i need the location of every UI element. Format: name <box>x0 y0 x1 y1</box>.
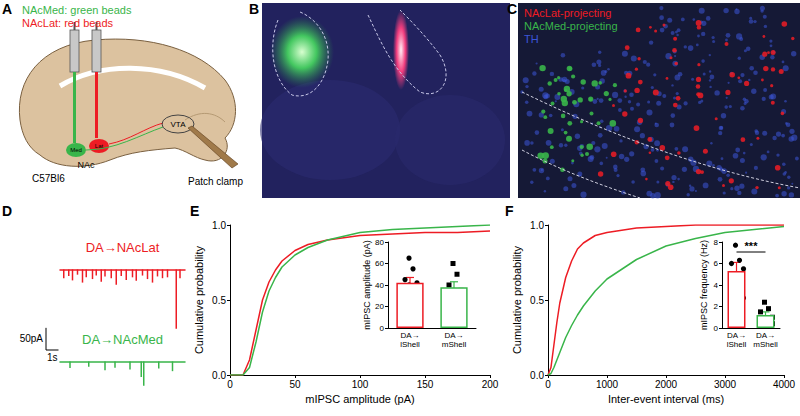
svg-text:2: 2 <box>714 302 719 311</box>
svg-text:60: 60 <box>375 259 384 268</box>
svg-text:40: 40 <box>375 281 384 290</box>
svg-text:Cumulative probability: Cumulative probability <box>511 245 523 354</box>
svg-text:Patch clamp: Patch clamp <box>188 176 243 187</box>
svg-text:2000: 2000 <box>655 379 678 390</box>
svg-text:mShell: mShell <box>753 340 778 349</box>
svg-text:A: A <box>2 1 12 17</box>
svg-text:0: 0 <box>227 379 233 390</box>
svg-text:1s: 1s <box>47 352 58 363</box>
svg-text:Cumulative probability: Cumulative probability <box>193 245 205 354</box>
svg-text:***: *** <box>745 240 759 252</box>
svg-text:lShell: lShell <box>400 340 420 349</box>
svg-text:1.0: 1.0 <box>212 220 226 231</box>
svg-text:50pA: 50pA <box>20 333 44 344</box>
svg-text:0: 0 <box>714 324 719 333</box>
svg-text:200: 200 <box>482 379 499 390</box>
svg-text:D: D <box>2 203 12 219</box>
svg-text:Inter-event interval (ms): Inter-event interval (ms) <box>608 393 724 405</box>
svg-text:150: 150 <box>417 379 434 390</box>
svg-text:NAcLat-projecting: NAcLat-projecting <box>524 7 611 19</box>
svg-text:VTA: VTA <box>171 120 187 129</box>
svg-text:DA→NAcLat: DA→NAcLat <box>86 240 160 255</box>
svg-text:NAcMed-projecting: NAcMed-projecting <box>524 20 618 32</box>
svg-text:0: 0 <box>545 379 551 390</box>
svg-text:Med: Med <box>70 147 82 153</box>
svg-text:100: 100 <box>352 379 369 390</box>
svg-text:NAc: NAc <box>77 160 95 170</box>
svg-text:8: 8 <box>714 238 719 247</box>
svg-text:3000: 3000 <box>714 379 737 390</box>
svg-text:0.0: 0.0 <box>530 370 544 381</box>
svg-text:1.0: 1.0 <box>530 220 544 231</box>
svg-text:DA→: DA→ <box>756 331 775 340</box>
svg-text:B: B <box>249 1 259 17</box>
svg-text:20: 20 <box>375 302 384 311</box>
svg-text:Lat: Lat <box>94 143 104 149</box>
svg-text:mIPSC amplitude (pA): mIPSC amplitude (pA) <box>362 240 372 330</box>
svg-text:0.5: 0.5 <box>530 295 544 306</box>
svg-text:F: F <box>505 203 514 219</box>
svg-text:DA→: DA→ <box>444 331 463 340</box>
svg-text:mIPSC amplitude (pA): mIPSC amplitude (pA) <box>305 393 414 405</box>
svg-text:80: 80 <box>375 238 384 247</box>
svg-text:NAcMed: green beads: NAcMed: green beads <box>22 4 132 16</box>
svg-text:0.0: 0.0 <box>212 370 226 381</box>
svg-text:lShell: lShell <box>727 340 747 349</box>
svg-text:0.5: 0.5 <box>212 295 226 306</box>
svg-text:DA→: DA→ <box>727 331 746 340</box>
svg-text:6: 6 <box>714 259 719 268</box>
svg-text:DA→: DA→ <box>400 331 419 340</box>
svg-text:4: 4 <box>714 281 719 290</box>
svg-text:NAcLat: red beads: NAcLat: red beads <box>22 17 114 29</box>
svg-text:C57Bl6: C57Bl6 <box>32 173 65 184</box>
svg-text:DA→NAcMed: DA→NAcMed <box>82 332 163 347</box>
svg-text:TH: TH <box>524 33 539 45</box>
svg-text:C: C <box>507 1 517 17</box>
svg-text:50: 50 <box>289 379 301 390</box>
svg-text:4000: 4000 <box>773 379 796 390</box>
svg-text:0: 0 <box>380 324 385 333</box>
svg-text:E: E <box>190 203 199 219</box>
svg-text:1000: 1000 <box>596 379 619 390</box>
svg-text:mShell: mShell <box>442 340 467 349</box>
svg-text:mIPSC frequency (Hz): mIPSC frequency (Hz) <box>699 240 709 330</box>
